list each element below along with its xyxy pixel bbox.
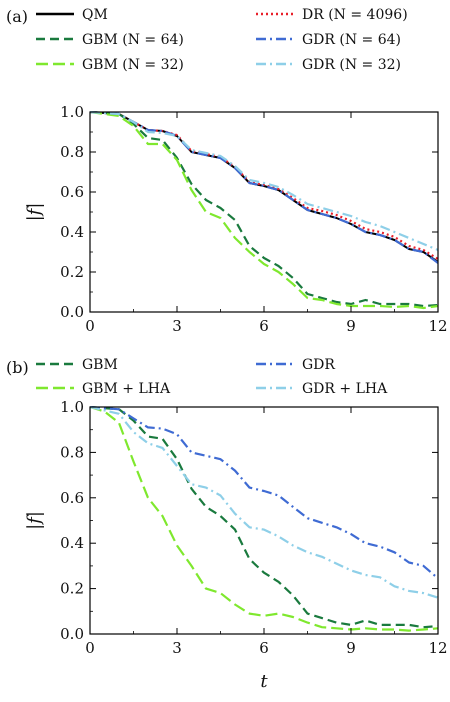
legend-label: QM — [82, 7, 108, 23]
y-tick-label: 0.2 — [60, 263, 84, 281]
x-tick-label: 6 — [259, 317, 269, 335]
series-line-0 — [90, 111, 438, 263]
x-tick-label: 0 — [85, 317, 95, 335]
y-tick-label: 0.8 — [60, 143, 84, 161]
x-axis-label: t — [260, 671, 268, 692]
y-axis-label: |f| — [24, 203, 45, 222]
legend: GBM GDR GBM + LHA GDR + LHA — [36, 357, 388, 397]
legend-label: GBM — [82, 357, 118, 373]
y-tick-label: 0.6 — [60, 183, 84, 201]
series-line-3 — [90, 406, 438, 599]
legend-label: GDR (N = 32) — [302, 57, 401, 73]
series-line-1 — [90, 111, 438, 260]
series-line-0 — [90, 406, 438, 629]
plot-frame — [89, 111, 439, 313]
panel-a: (a) 0 3 6 9 12 0.0 0.2 0.4 0.6 0.8 1.0 |f| QM DR (N = … — [6, 7, 448, 335]
legend-label: DR (N = 4096) — [302, 7, 408, 23]
y-tick-label: 0.4 — [60, 534, 84, 552]
series-line-2 — [90, 111, 438, 308]
panel-label: (a) — [6, 7, 28, 26]
x-tick-label: 3 — [172, 317, 182, 335]
y-tick-label: 0.2 — [60, 580, 84, 598]
x-tick-label: 9 — [346, 317, 356, 335]
legend-label: GDR + LHA — [302, 381, 388, 397]
x-tick-label: 12 — [428, 317, 447, 335]
legend: QM DR (N = 4096) GBM (N = 64) GDR (N = 64) G… — [36, 7, 408, 73]
legend-label: GDR — [302, 357, 335, 373]
x-tick-label: 9 — [346, 639, 356, 657]
y-axis-label: |f| — [24, 511, 45, 530]
x-tick-label: 12 — [428, 639, 447, 657]
legend-label: GBM + LHA — [82, 381, 171, 397]
series-line-1 — [90, 406, 438, 632]
y-tick-label: 0.0 — [60, 625, 84, 643]
panel-label: (b) — [6, 358, 29, 377]
y-tick-label: 1.0 — [60, 103, 84, 121]
series-line-2 — [90, 406, 438, 580]
y-tick-label: 0.4 — [60, 223, 84, 241]
legend-label: GDR (N = 64) — [302, 32, 401, 48]
legend-label: GBM (N = 64) — [82, 32, 184, 48]
legend-label: GBM (N = 32) — [82, 57, 184, 73]
series-line-5 — [90, 111, 438, 252]
y-tick-label: 0.0 — [60, 303, 84, 321]
plot-frame — [89, 406, 439, 635]
series-line-3 — [90, 111, 438, 310]
y-tick-label: 0.8 — [60, 443, 84, 461]
x-tick-label: 0 — [85, 639, 95, 657]
y-tick-label: 1.0 — [60, 398, 84, 416]
y-tick-label: 0.6 — [60, 489, 84, 507]
series-line-4 — [90, 111, 438, 264]
x-tick-label: 6 — [259, 639, 269, 657]
x-tick-label: 3 — [172, 639, 182, 657]
